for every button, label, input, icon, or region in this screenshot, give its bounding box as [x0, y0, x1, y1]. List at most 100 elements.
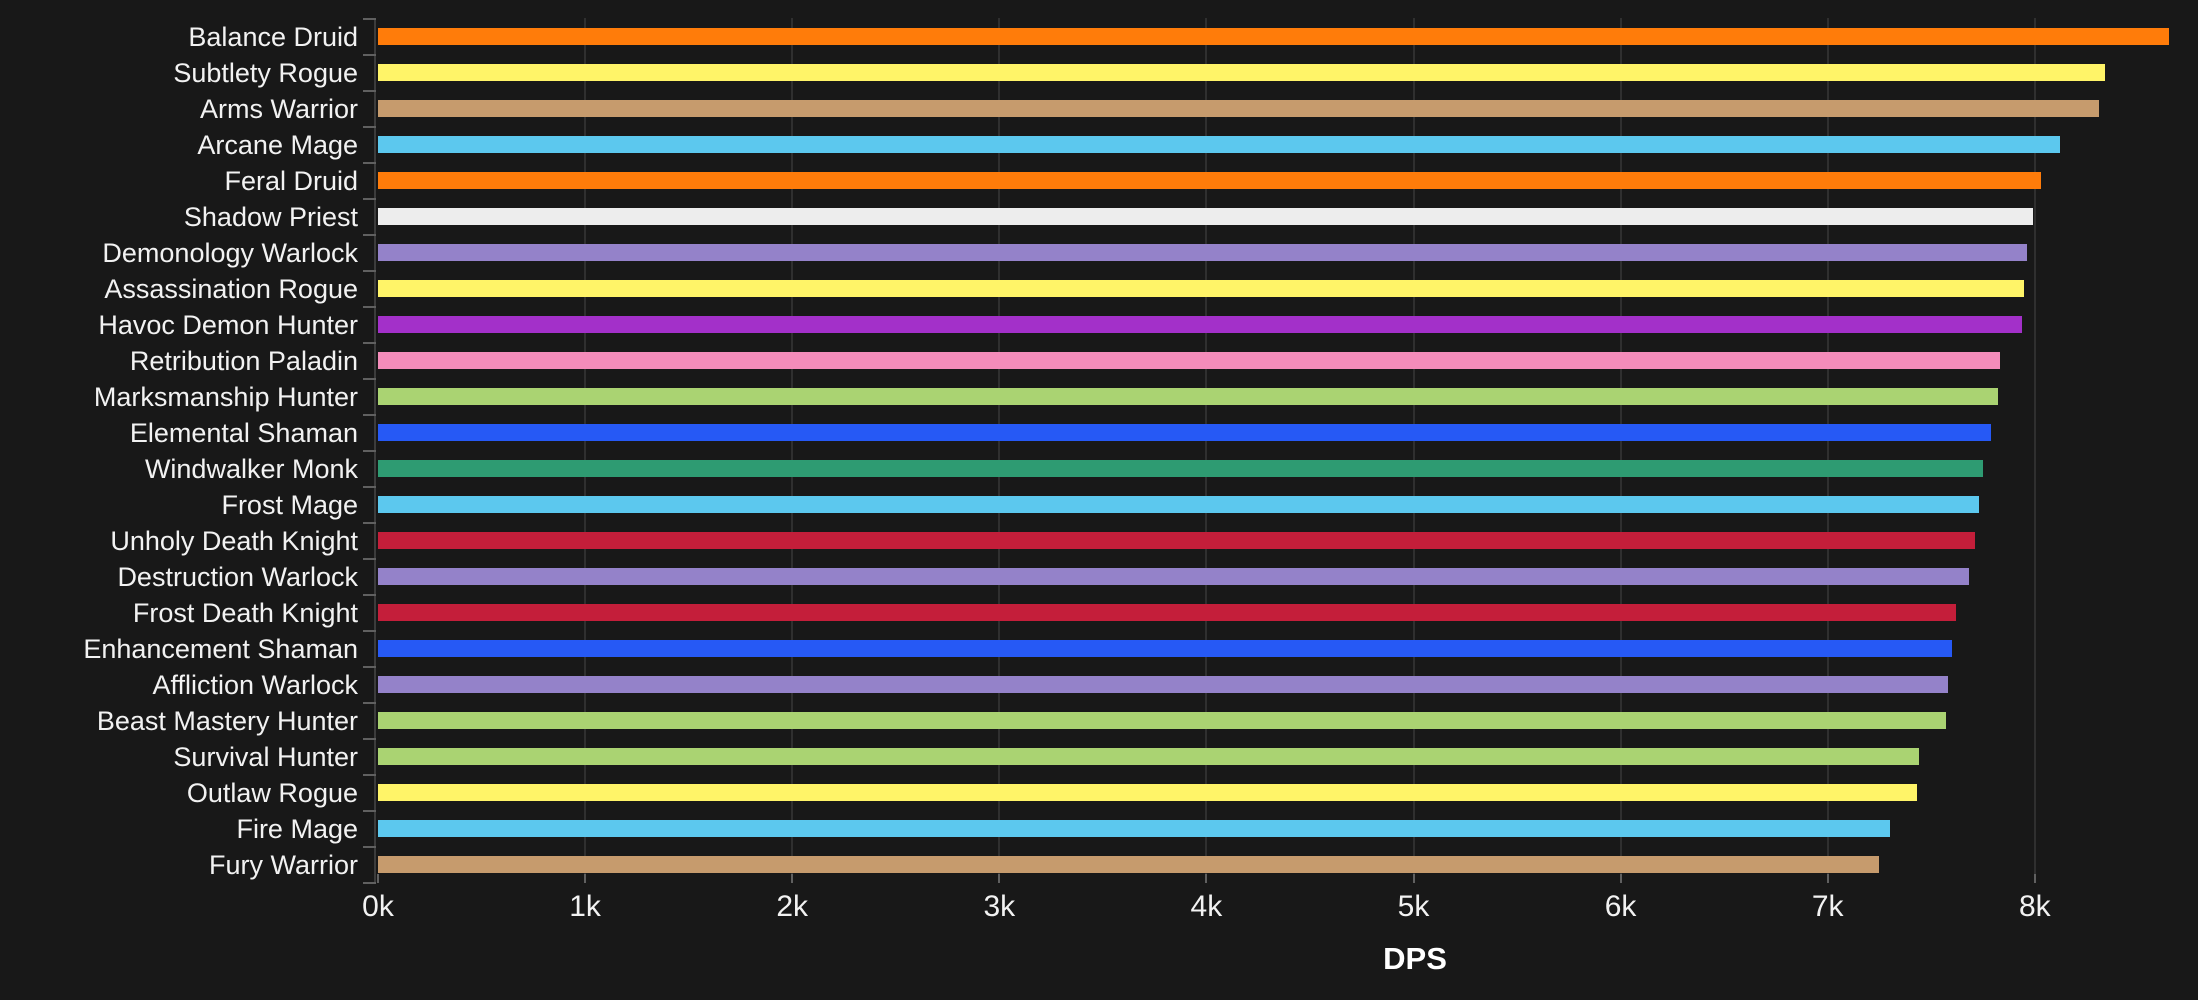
category-label-elemental-shaman: Elemental Shaman: [129, 417, 358, 448]
category-label-balance-druid: Balance Druid: [188, 21, 358, 52]
y-tick: [363, 449, 376, 452]
x-tick-3k: [998, 874, 1001, 883]
category-label-outlaw-rogue: Outlaw Rogue: [186, 777, 358, 808]
category-label-arms-warrior: Arms Warrior: [200, 93, 358, 124]
x-tick-1k: [584, 874, 587, 883]
dps-bar-havoc-demon-hunter[interactable]: [378, 316, 2023, 334]
dps-bar-frost-death-knight[interactable]: [378, 604, 1957, 622]
x-tick-label-0k: 0k: [362, 890, 394, 923]
x-gridline-2k: [791, 18, 794, 874]
y-tick: [363, 773, 376, 776]
y-tick: [363, 845, 376, 848]
category-label-subtlety-rogue: Subtlety Rogue: [173, 57, 358, 88]
y-tick: [363, 89, 376, 92]
x-tick-label-7k: 7k: [1811, 890, 1844, 923]
dps-bar-shadow-priest[interactable]: [378, 208, 2033, 226]
dps-bar-unholy-death-knight[interactable]: [378, 532, 1975, 550]
x-tick-label-1k: 1k: [569, 890, 601, 923]
x-tick-0k: [377, 874, 379, 883]
dps-bar-fury-warrior[interactable]: [378, 856, 1880, 874]
category-label-beast-mastery-hunter: Beast Mastery Hunter: [96, 705, 358, 736]
y-tick: [363, 881, 376, 884]
category-label-enhancement-shaman: Enhancement Shaman: [83, 633, 358, 664]
y-tick: [363, 305, 376, 308]
category-label-fire-mage: Fire Mage: [236, 813, 358, 844]
dps-bar-balance-druid[interactable]: [378, 28, 2170, 46]
x-gridline-1k: [584, 18, 587, 874]
y-tick: [363, 413, 376, 416]
y-tick: [363, 161, 376, 164]
y-tick: [363, 233, 376, 236]
dps-bar-arcane-mage[interactable]: [378, 136, 2060, 154]
category-label-fury-warrior: Fury Warrior: [209, 849, 358, 880]
y-tick: [363, 701, 376, 704]
x-tick-6k: [1619, 874, 1622, 883]
x-tick-label-8k: 8k: [2018, 890, 2051, 923]
dps-bar-destruction-warlock[interactable]: [378, 568, 1969, 586]
x-gridline-4k: [1205, 18, 1208, 874]
y-tick: [363, 809, 376, 812]
y-tick: [363, 629, 376, 632]
dps-bar-elemental-shaman[interactable]: [378, 424, 1992, 442]
dps-bar-affliction-warlock[interactable]: [378, 676, 1948, 694]
y-tick: [363, 269, 376, 272]
dps-bar-frost-mage[interactable]: [378, 496, 1979, 514]
y-tick: [363, 485, 376, 488]
dps-bar-demonology-warlock[interactable]: [378, 244, 2027, 262]
dps-bar-retribution-paladin[interactable]: [378, 352, 2000, 370]
category-label-feral-druid: Feral Druid: [224, 165, 358, 196]
x-gridline-8k: [2033, 18, 2036, 874]
x-gridline-6k: [1619, 18, 1622, 874]
x-tick-label-5k: 5k: [1397, 890, 1430, 923]
x-tick-2k: [791, 874, 794, 883]
x-tick-5k: [1412, 874, 1415, 883]
dps-bar-enhancement-shaman[interactable]: [378, 640, 1952, 658]
category-label-windwalker-monk: Windwalker Monk: [144, 453, 358, 484]
category-label-retribution-paladin: Retribution Paladin: [129, 345, 358, 376]
category-label-shadow-priest: Shadow Priest: [183, 201, 358, 232]
y-tick: [363, 557, 376, 560]
dps-bar-beast-mastery-hunter[interactable]: [378, 712, 1946, 730]
category-label-unholy-death-knight: Unholy Death Knight: [110, 525, 358, 556]
category-label-assassination-rogue: Assassination Rogue: [104, 273, 358, 304]
dps-bar-outlaw-rogue[interactable]: [378, 784, 1917, 802]
category-label-destruction-warlock: Destruction Warlock: [117, 561, 358, 592]
y-tick: [363, 53, 376, 56]
y-tick: [363, 125, 376, 128]
category-label-frost-death-knight: Frost Death Knight: [132, 597, 358, 628]
dps-bar-marksmanship-hunter[interactable]: [378, 388, 1998, 406]
y-tick: [363, 17, 376, 20]
x-tick-label-3k: 3k: [983, 890, 1016, 923]
dps-bar-subtlety-rogue[interactable]: [378, 64, 2106, 82]
category-label-demonology-warlock: Demonology Warlock: [102, 237, 358, 268]
dps-bar-assassination-rogue[interactable]: [378, 280, 2025, 298]
category-label-havoc-demon-hunter: Havoc Demon Hunter: [98, 309, 358, 340]
x-gridline-3k: [998, 18, 1001, 874]
category-label-affliction-warlock: Affliction Warlock: [152, 669, 358, 700]
x-gridline-7k: [1826, 18, 1829, 874]
dps-bar-survival-hunter[interactable]: [378, 748, 1919, 766]
dps-bar-windwalker-monk[interactable]: [378, 460, 1984, 478]
y-tick: [363, 377, 376, 380]
x-axis-title: DPS: [1383, 941, 1447, 976]
x-tick-label-6k: 6k: [1604, 890, 1637, 923]
x-tick-8k: [2033, 874, 2036, 883]
dps-bar-fire-mage[interactable]: [378, 820, 1890, 838]
y-tick: [363, 341, 376, 344]
y-tick: [363, 521, 376, 524]
x-tick-label-4k: 4k: [1190, 890, 1223, 923]
y-tick: [363, 737, 376, 740]
dps-bar-arms-warrior[interactable]: [378, 100, 2099, 118]
category-label-arcane-mage: Arcane Mage: [197, 129, 358, 160]
dps-bar-feral-druid[interactable]: [378, 172, 2041, 190]
x-gridline-5k: [1412, 18, 1415, 874]
y-tick: [363, 593, 376, 596]
category-label-frost-mage: Frost Mage: [221, 489, 358, 520]
category-label-survival-hunter: Survival Hunter: [173, 741, 358, 772]
x-tick-label-2k: 2k: [776, 890, 809, 923]
y-tick: [363, 665, 376, 668]
category-label-marksmanship-hunter: Marksmanship Hunter: [93, 381, 358, 412]
x-tick-7k: [1826, 874, 1829, 883]
y-tick: [363, 197, 376, 200]
